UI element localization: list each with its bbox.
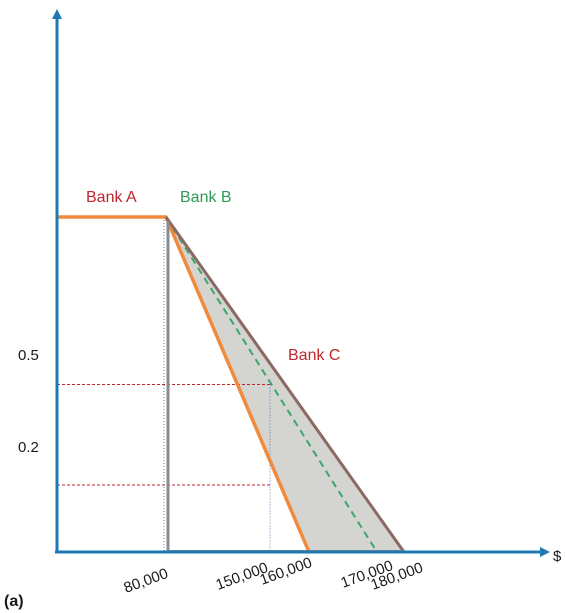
x-tick-labels: 80,000 150,000 160,000 170,000 180,000 — [122, 554, 426, 597]
series-line-bank-b — [165, 216, 378, 553]
series-label-bank-c: Bank C — [288, 347, 340, 364]
x-tick-label-160000: 160,000 — [258, 554, 315, 589]
panel-label: (a) — [4, 593, 24, 610]
series-label-bank-b: Bank B — [180, 189, 232, 206]
series-label-bank-a: Bank A — [86, 189, 137, 206]
y-tick-label-0.2: 0.2 — [18, 439, 39, 456]
guide-lines — [57, 217, 271, 552]
series-line-bank-c — [164, 216, 406, 553]
x-tick-label-80000: 80,000 — [122, 565, 171, 597]
y-tick-label-0.5: 0.5 — [18, 347, 39, 364]
x-axis-label: $ — [553, 548, 562, 565]
